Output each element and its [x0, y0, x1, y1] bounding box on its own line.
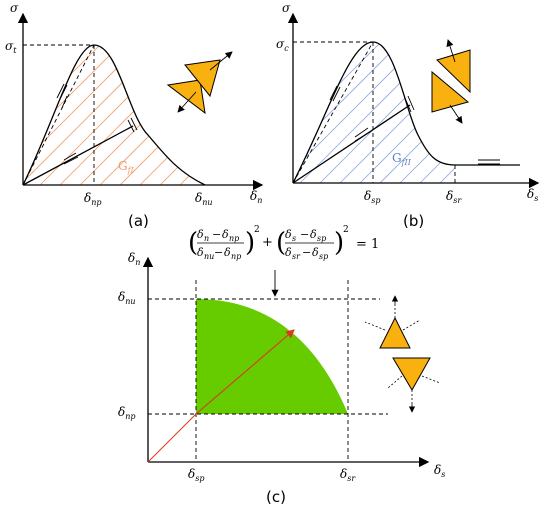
traction-separation-curve-b	[292, 41, 520, 184]
traction-separation-curve-a	[22, 44, 206, 186]
mixed-mode-region	[196, 299, 348, 414]
panel-b: GfII σ σc δsp δsr δs (b)	[276, 1, 540, 230]
svg-text:): )	[334, 228, 344, 258]
tick-label-c-sp: δsp	[188, 467, 204, 483]
svg-text:−: −	[300, 228, 309, 241]
y-axis-label-b: σ	[282, 1, 291, 15]
x-axis-label-a: δn	[250, 189, 262, 205]
x-axis-label-c: δs	[434, 463, 445, 479]
x-axis-label-b: δs	[527, 187, 538, 203]
svg-text:s: s	[292, 234, 296, 243]
unloading-path-a	[22, 125, 134, 186]
svg-text:δ: δ	[197, 228, 204, 241]
svg-text:np: np	[229, 234, 239, 243]
svg-text:sp: sp	[317, 234, 326, 243]
svg-text:(: (	[276, 228, 286, 258]
peak-label-a: σt	[5, 39, 17, 55]
tick-label-c-nu: δnu	[118, 290, 136, 306]
loading-path-damage	[195, 329, 295, 415]
panel-a: GfI σ σt δnp δnu δn (a)	[5, 1, 264, 230]
svg-text:−: −	[214, 246, 223, 259]
svg-text:δ: δ	[222, 228, 229, 241]
caption-a: (a)	[128, 212, 149, 230]
svg-text:2: 2	[254, 225, 260, 235]
loading-arrows-b	[329, 85, 500, 165]
tick-label-nu: δnu	[195, 191, 213, 207]
svg-text:+: +	[262, 235, 273, 250]
caption-c: (c)	[266, 488, 286, 506]
y-axis-label-c: δn	[128, 251, 140, 267]
svg-text:np: np	[231, 252, 241, 261]
tick-label-sp: δsp	[364, 189, 380, 205]
svg-text:−: −	[212, 228, 221, 241]
loading-path-initial	[147, 413, 197, 463]
svg-text:(: (	[188, 228, 198, 258]
mode-i-element-icon	[166, 51, 233, 115]
svg-text:n: n	[204, 234, 209, 243]
svg-text:2: 2	[343, 225, 349, 235]
unloading-path-b	[292, 104, 411, 184]
svg-text:δ: δ	[285, 228, 292, 241]
caption-b: (b)	[403, 212, 424, 230]
mixed-mode-element-icon	[364, 295, 441, 413]
energy-label-b: GfII	[392, 151, 412, 167]
svg-text:δ: δ	[310, 228, 317, 241]
tick-label-np: δnp	[84, 191, 102, 207]
svg-text:δ: δ	[224, 246, 231, 259]
tick-label-sr: δsr	[446, 189, 462, 205]
svg-text:δ: δ	[285, 246, 292, 259]
svg-text:): )	[245, 228, 255, 258]
energy-label-a: GfI	[118, 159, 135, 175]
mode-ii-element-icon	[431, 39, 471, 124]
svg-text:sr: sr	[292, 252, 301, 261]
loading-arrows-a	[56, 83, 138, 165]
svg-text:sp: sp	[319, 252, 328, 261]
peak-label-b: σc	[276, 37, 289, 53]
svg-text:nu: nu	[204, 252, 214, 261]
tick-label-c-sr: δsr	[340, 467, 356, 483]
svg-text:−: −	[302, 246, 311, 259]
equation-rhs: = 1	[356, 237, 379, 252]
svg-text:δ: δ	[197, 246, 204, 259]
fracture-energy-hatching-a	[23, 45, 205, 185]
y-axis-label-a: σ	[10, 1, 19, 15]
svg-text:δ: δ	[312, 246, 319, 259]
tick-label-c-np: δnp	[118, 405, 136, 421]
